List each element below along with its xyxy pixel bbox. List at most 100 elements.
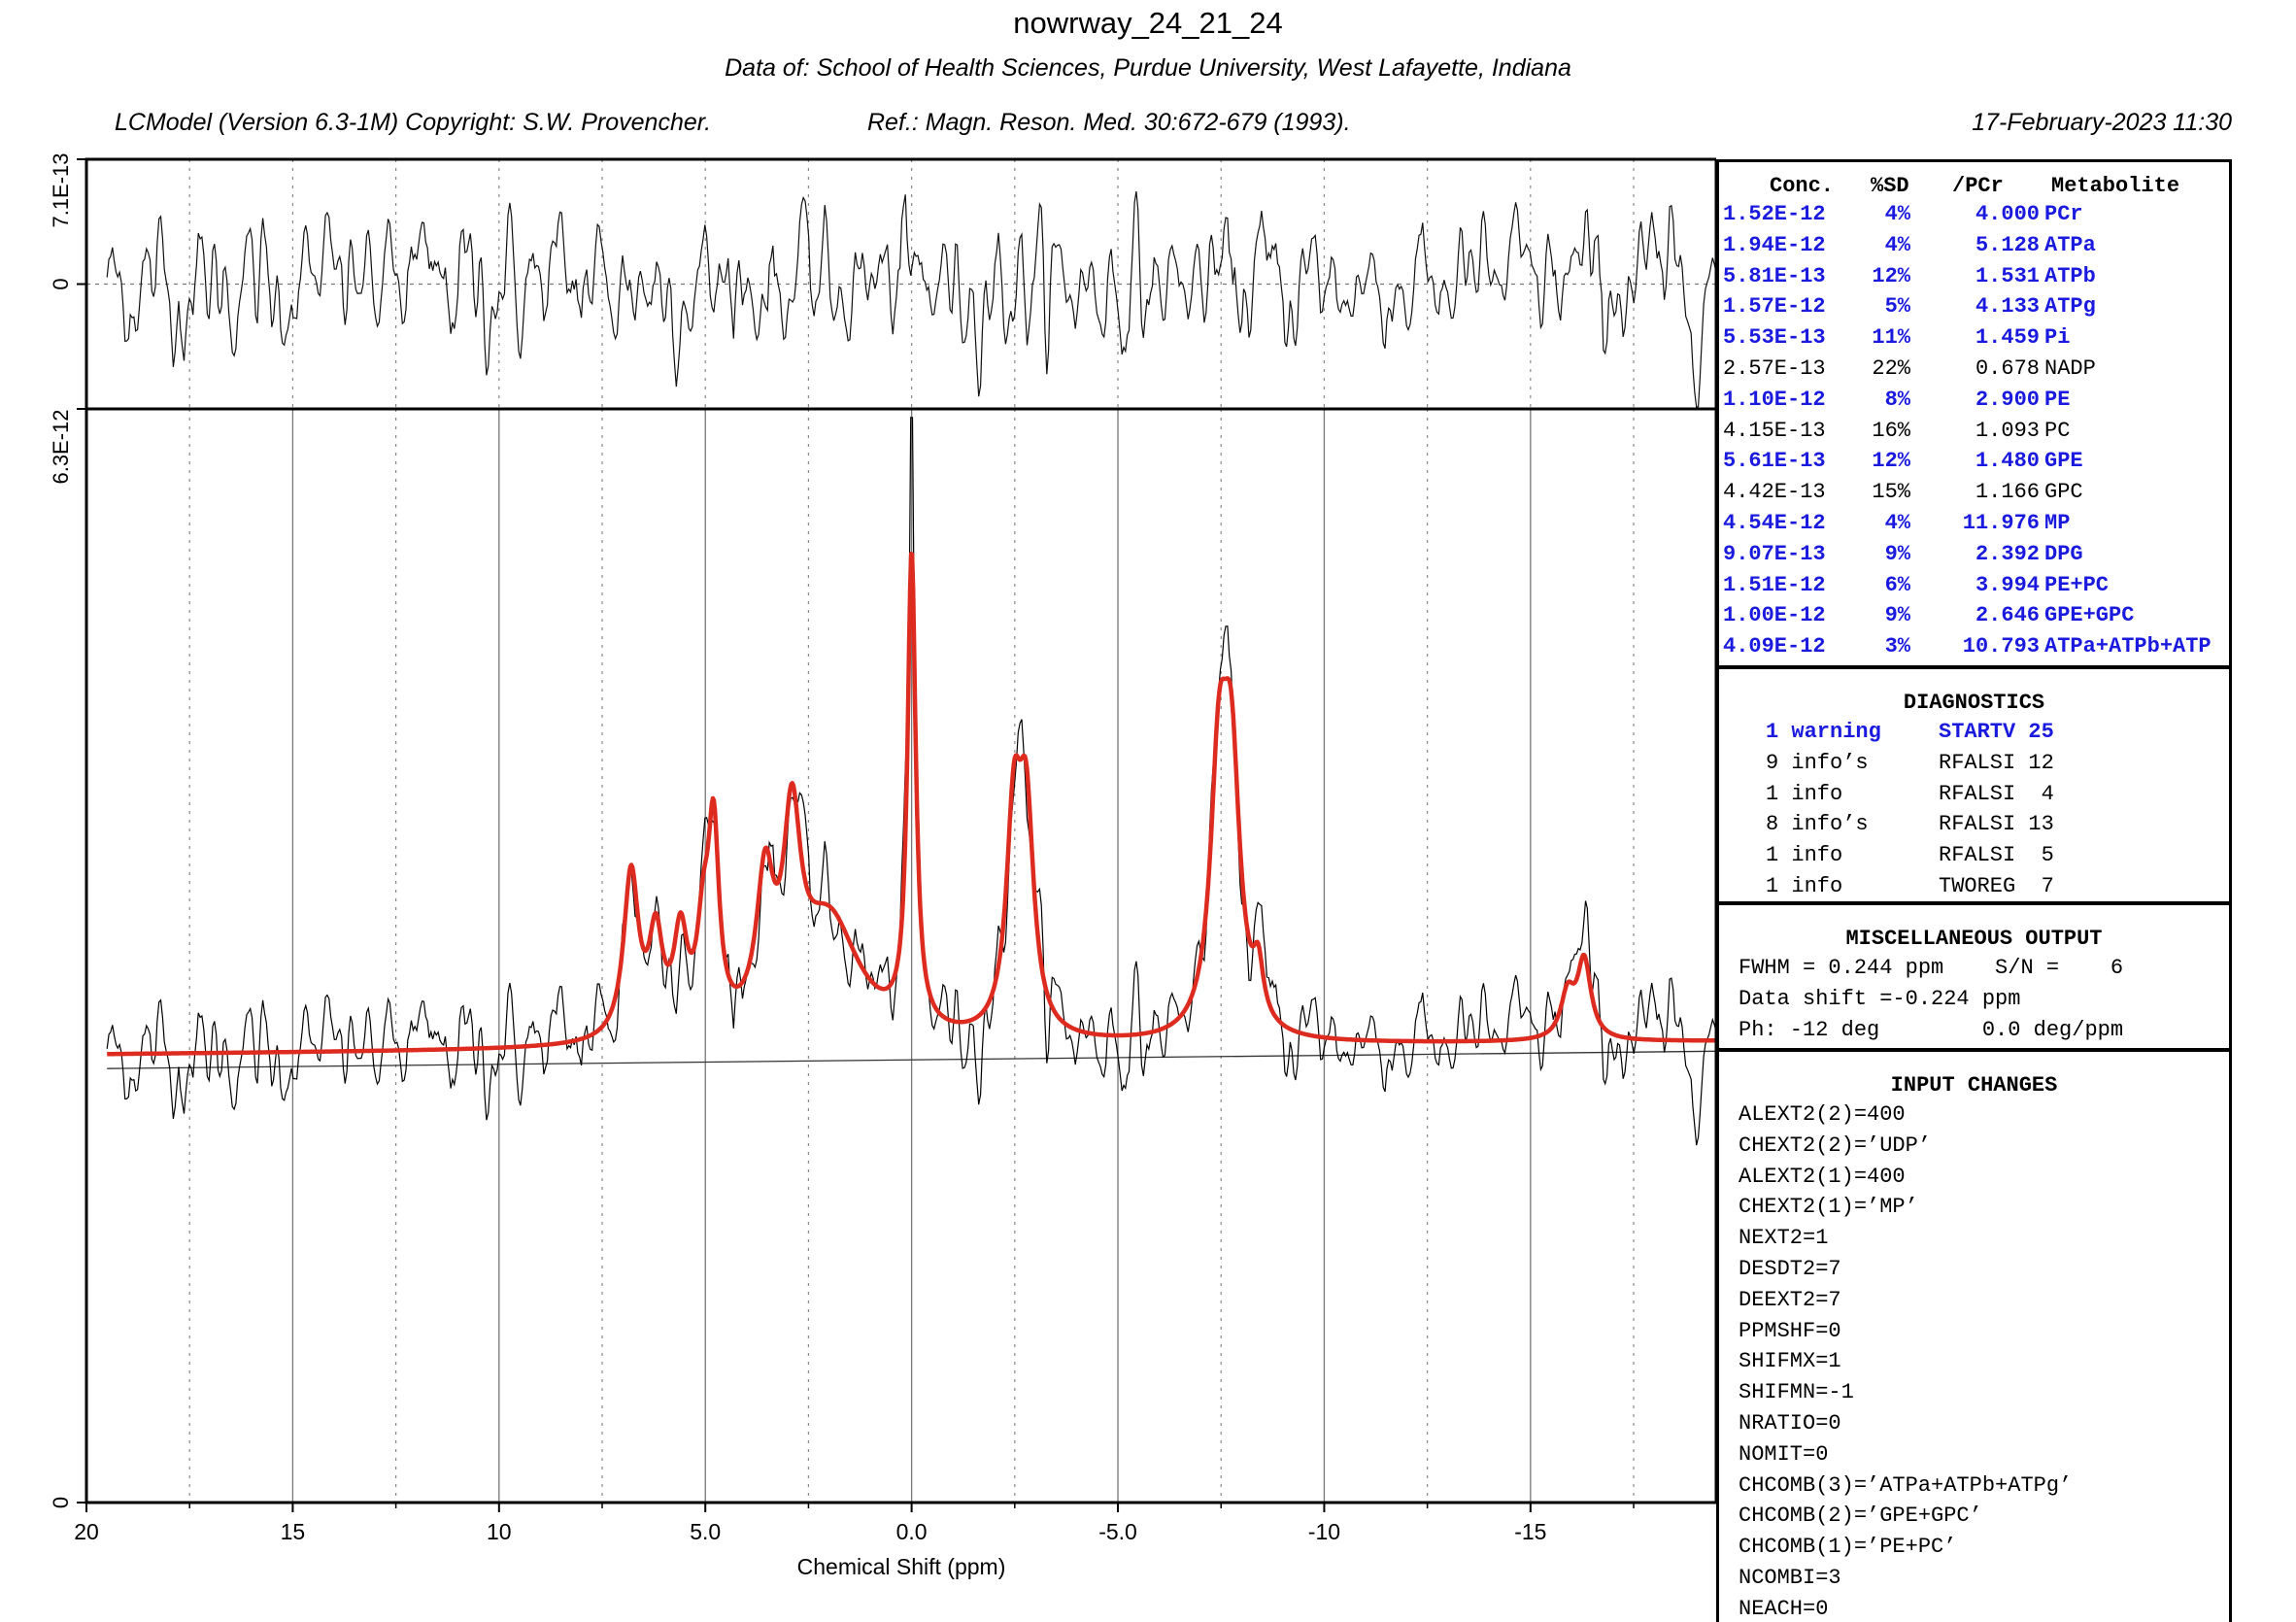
table-cell-ratio: 1.480 bbox=[1975, 449, 2040, 474]
table-cell-name: GPE bbox=[2044, 449, 2083, 474]
y-tick-label-main-max: 6.3E-12 bbox=[49, 409, 73, 484]
table-cell-name: PCr bbox=[2044, 202, 2083, 226]
x-axis-label: Chemical Shift (ppm) bbox=[797, 1554, 1006, 1579]
table-cell-conc: 1.51E-12 bbox=[1723, 572, 1826, 597]
diagnostics-code: TWOREG 7 bbox=[1939, 874, 2054, 898]
table-row: 5.61E-13 12% 1.480 GPE bbox=[1719, 449, 2229, 478]
table-row: 5.81E-13 12% 1.531 ATPb bbox=[1719, 264, 2229, 293]
y-tick-label-main-zero: 0 bbox=[49, 1497, 73, 1508]
table-cell-sd: 3% bbox=[1884, 634, 1910, 659]
copyright-line: LCModel (Version 6.3-1M) Copyright: S.W.… bbox=[115, 109, 712, 136]
input-change-line: ALEXT2(2)=400 bbox=[1739, 1102, 1906, 1127]
x-tick-label: -10 bbox=[1308, 1519, 1340, 1544]
table-cell-conc: 1.52E-12 bbox=[1723, 202, 1826, 226]
column-header: %SD bbox=[1871, 174, 1909, 198]
table-cell-sd: 9% bbox=[1884, 541, 1910, 566]
input-change-line: SHIFMX=1 bbox=[1739, 1349, 1841, 1374]
table-cell-conc: 4.09E-12 bbox=[1723, 634, 1826, 659]
table-cell-sd: 11% bbox=[1872, 325, 1910, 351]
column-header: Metabolite bbox=[2051, 174, 2180, 198]
x-tick-label: 0.0 bbox=[896, 1519, 928, 1544]
table-cell-name: PC bbox=[2044, 418, 2071, 443]
table-cell-conc: 5.81E-13 bbox=[1723, 263, 1826, 288]
x-tick-label: 15 bbox=[281, 1519, 306, 1544]
table-cell-ratio: 0.678 bbox=[1975, 356, 2040, 381]
input-changes-title: INPUT CHANGES bbox=[1890, 1073, 2058, 1098]
table-cell-name: ATPb bbox=[2044, 263, 2096, 288]
table-row: 4.42E-13 15% 1.166 GPC bbox=[1719, 480, 2229, 509]
table-cell-name: ATPg bbox=[2044, 294, 2096, 320]
table-cell-name: ATPa+ATPb+ATP bbox=[2044, 634, 2212, 659]
date-stamp: 17-February-2023 11:30 bbox=[1972, 109, 2232, 136]
diagnostics-code: STARTV 25 bbox=[1939, 720, 2054, 744]
input-change-line: ALEXT2(1)=400 bbox=[1739, 1164, 1906, 1189]
input-change-line: CHEXT2(1)=’MP’ bbox=[1739, 1195, 1918, 1220]
input-change-line: CHCOMB(2)=’GPE+GPC’ bbox=[1739, 1504, 1982, 1529]
input-change-line: SHIFMN=-1 bbox=[1739, 1380, 1854, 1405]
table-cell-conc: 4.15E-13 bbox=[1723, 418, 1826, 443]
column-header: Conc. bbox=[1770, 174, 1835, 198]
table-cell-sd: 9% bbox=[1884, 603, 1910, 628]
axis-layer: 20 15 10 5.0 0.0 -5.0 -10 -15 0 6.3E-12 7.1E-13 0 bbox=[49, 152, 1635, 1544]
table-cell-sd: 4% bbox=[1884, 511, 1910, 535]
table-row: 1.57E-12 5% 4.133 ATPg bbox=[1719, 294, 2229, 323]
table-cell-ratio: 2.392 bbox=[1975, 541, 2040, 566]
input-change-line: CHEXT2(2)=’UDP’ bbox=[1739, 1132, 1932, 1158]
misc-output-panel: MISCELLANEOUS OUTPUT FWHM = 0.244 ppm S/N… bbox=[1716, 902, 2232, 1051]
x-tick-label: 5.0 bbox=[690, 1519, 721, 1544]
table-row: 1.94E-12 4% 5.128 ATPa bbox=[1719, 233, 2229, 262]
plot-title: nowrway_24_21_24 bbox=[1013, 6, 1283, 40]
table-cell-ratio: 1.093 bbox=[1975, 418, 2040, 443]
input-change-line: NOMIT=0 bbox=[1739, 1441, 1829, 1467]
table-cell-name: DPG bbox=[2044, 541, 2083, 566]
diagnostics-count: 8 info’s bbox=[1766, 812, 1869, 837]
diagnostics-row: 1 warning STARTV 25 bbox=[1719, 720, 2229, 749]
spectrum-chart: 20 15 10 5.0 0.0 -5.0 -10 -15 0 6.3E-12 7.1E-13 0 C… bbox=[49, 152, 1716, 1579]
table-cell-ratio: 2.900 bbox=[1975, 387, 2040, 412]
misc-output-line: Ph: -12 deg 0.0 deg/ppm bbox=[1739, 1017, 2124, 1042]
table-row: 1.10E-12 8% 2.900 PE bbox=[1719, 388, 2229, 417]
diagnostics-row: 1 info RFALSI 4 bbox=[1719, 782, 2229, 811]
table-row: 4.09E-12 3% 10.793 ATPa+ATPb+ATP bbox=[1719, 634, 2229, 663]
column-header: /PCr bbox=[1952, 174, 2004, 198]
diagnostics-count: 1 info bbox=[1766, 843, 1843, 868]
misc-output-line: FWHM = 0.244 ppm S/N = 6 bbox=[1739, 956, 2124, 980]
input-change-line: NRATIO=0 bbox=[1739, 1411, 1841, 1436]
input-changes-panel: INPUT CHANGES ALEXT2(2)=400 CHEXT2(2)=’UDP… bbox=[1716, 1049, 2232, 1622]
diagnostics-code: RFALSI 13 bbox=[1939, 812, 2054, 837]
table-cell-sd: 5% bbox=[1884, 294, 1910, 320]
table-cell-sd: 12% bbox=[1872, 263, 1910, 288]
curve-layer bbox=[106, 191, 1716, 1146]
input-change-line: CHCOMB(1)=’PE+PC’ bbox=[1739, 1535, 1957, 1560]
table-row: 4.15E-13 16% 1.093 PC bbox=[1719, 419, 2229, 448]
table-cell-ratio: 4.000 bbox=[1975, 202, 2040, 226]
diagnostics-row: 1 info RFALSI 5 bbox=[1719, 843, 2229, 872]
misc-output-line: Data shift =-0.224 ppm bbox=[1739, 986, 2021, 1011]
concentration-table-header: Conc. %SD/PCr Metabolite bbox=[1719, 174, 2229, 203]
x-tick-label: -5.0 bbox=[1098, 1519, 1137, 1544]
frame-layer bbox=[84, 157, 1716, 1504]
table-cell-conc: 4.54E-12 bbox=[1723, 511, 1826, 535]
main-panel-frame bbox=[84, 407, 1716, 1504]
diagnostics-code: RFALSI 4 bbox=[1939, 781, 2054, 806]
table-cell-name: Pi bbox=[2044, 325, 2071, 351]
x-tick-label: -15 bbox=[1514, 1519, 1546, 1544]
diagnostics-count: 9 info’s bbox=[1766, 750, 1869, 775]
y-tick-label-residual-zero: 0 bbox=[49, 278, 73, 289]
diagnostics-count: 1 info bbox=[1766, 781, 1843, 806]
table-row: 5.53E-13 11% 1.459 Pi bbox=[1719, 325, 2229, 355]
table-cell-name: PE bbox=[2044, 387, 2071, 412]
table-cell-conc: 1.10E-12 bbox=[1723, 387, 1826, 412]
table-cell-conc: 5.53E-13 bbox=[1723, 325, 1826, 351]
table-row: 1.51E-12 6% 3.994 PE+PC bbox=[1719, 573, 2229, 602]
fit-series-line bbox=[106, 552, 1716, 1057]
input-change-line: DEEXT2=7 bbox=[1739, 1287, 1841, 1312]
input-change-line: NCOMBI=3 bbox=[1739, 1566, 1841, 1590]
misc-output-title: MISCELLANEOUS OUTPUT bbox=[1845, 927, 2103, 951]
table-cell-sd: 12% bbox=[1872, 449, 1910, 474]
table-cell-conc: 9.07E-13 bbox=[1723, 541, 1826, 566]
table-row: 2.57E-13 22% 0.678 NADP bbox=[1719, 356, 2229, 386]
table-cell-sd: 8% bbox=[1884, 387, 1910, 412]
table-cell-ratio: 5.128 bbox=[1975, 232, 2040, 257]
diagnostics-row: 8 info’s RFALSI 13 bbox=[1719, 812, 2229, 841]
